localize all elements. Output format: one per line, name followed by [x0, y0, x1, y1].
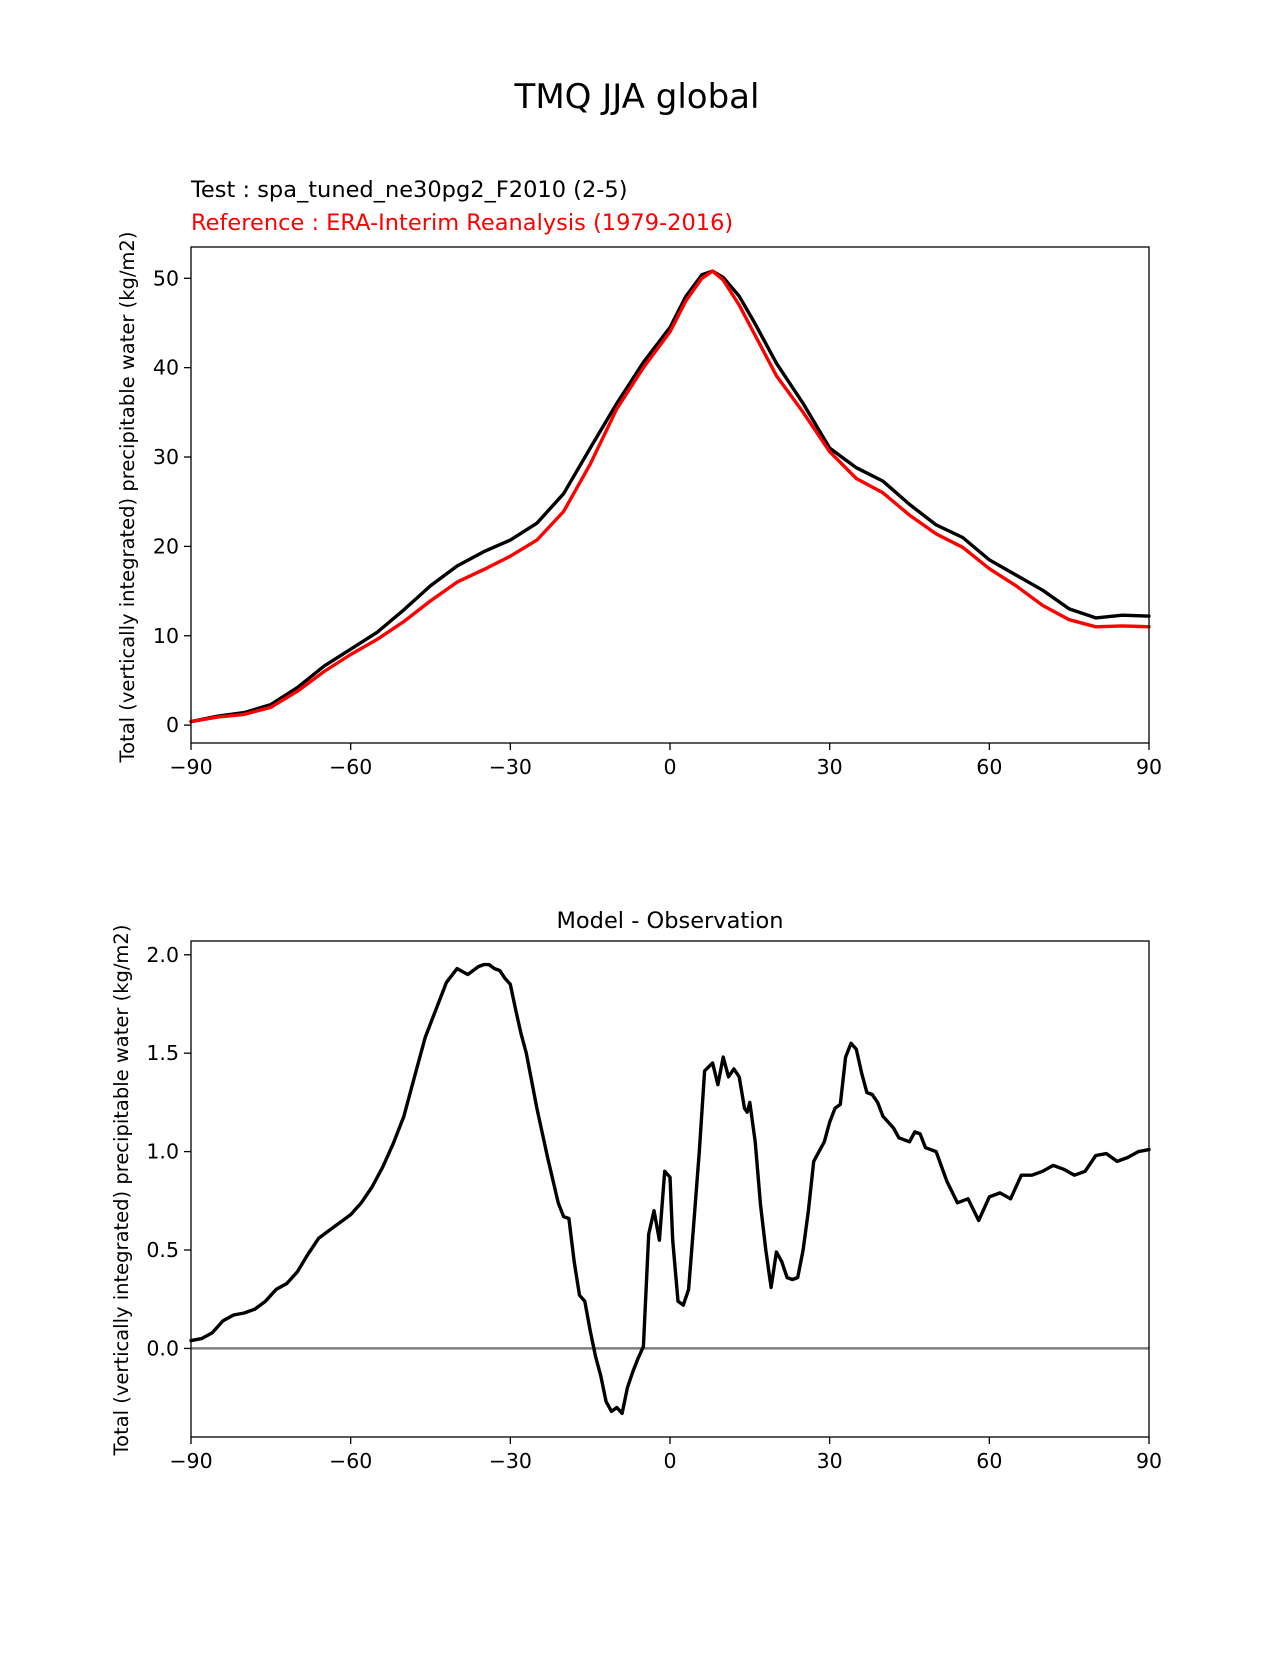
x-tick-label: 60	[976, 1449, 1002, 1473]
x-tick-label: −60	[329, 755, 372, 779]
x-tick-label: 0	[663, 1449, 676, 1473]
plot-frame-top	[190, 246, 1150, 744]
x-tick-label: −90	[169, 755, 212, 779]
reference-title: Reference : ERA-Interim Reanalysis (1979…	[191, 210, 733, 236]
x-tick-label: 30	[817, 1449, 843, 1473]
diff-series-line	[189, 962, 1151, 1416]
x-tick-label: 60	[976, 755, 1002, 779]
y-tick-label: 0	[166, 713, 179, 737]
y-tick-label: 0.0	[146, 1336, 179, 1360]
x-tick-label: 30	[817, 755, 843, 779]
plot-lines-top	[189, 269, 1151, 724]
x-tick-label: −30	[489, 1449, 532, 1473]
axes-ticks-bottom: −90 −60 −30 0 30 60 90 0.0 0.5 1.0 1.5 2.0	[146, 943, 1162, 1473]
comparison-chart: Test : spa_tuned_ne30pg2_F2010 (2-5) Ref…	[116, 177, 1162, 779]
difference-chart: Model - Observation Total (vertically in…	[110, 908, 1162, 1473]
y-tick-label: 1.5	[146, 1041, 179, 1065]
x-tick-label: 90	[1136, 755, 1162, 779]
x-tick-label: 0	[663, 755, 676, 779]
y-tick-label: 10	[153, 624, 179, 648]
plot-frame-bottom	[190, 940, 1150, 1438]
y-axis-label-top: Total (vertically integrated) precipitab…	[116, 232, 139, 764]
test-series-line	[189, 269, 1151, 724]
x-tick-label: −90	[169, 1449, 212, 1473]
y-tick-label: 40	[153, 356, 179, 380]
figure-title: TMQ JJA global	[514, 77, 760, 117]
axes-ticks-top: −90 −60 −30 0 30 60 90 0 10 20 30 40 50	[153, 266, 1162, 779]
test-title: Test : spa_tuned_ne30pg2_F2010 (2-5)	[190, 177, 627, 203]
y-tick-label: 1.0	[146, 1140, 179, 1164]
y-axis-label-bottom: Total (vertically integrated) precipitab…	[110, 925, 133, 1457]
y-tick-label: 30	[153, 445, 179, 469]
y-tick-label: 2.0	[146, 943, 179, 967]
y-tick-label: 50	[153, 266, 179, 290]
x-tick-label: 90	[1136, 1449, 1162, 1473]
plot-lines-bottom	[189, 962, 1151, 1416]
y-tick-label: 20	[153, 534, 179, 558]
x-tick-label: −30	[489, 755, 532, 779]
y-tick-label: 0.5	[146, 1238, 179, 1262]
x-tick-label: −60	[329, 1449, 372, 1473]
reference-series-line	[189, 269, 1151, 724]
difference-title: Model - Observation	[557, 908, 784, 934]
